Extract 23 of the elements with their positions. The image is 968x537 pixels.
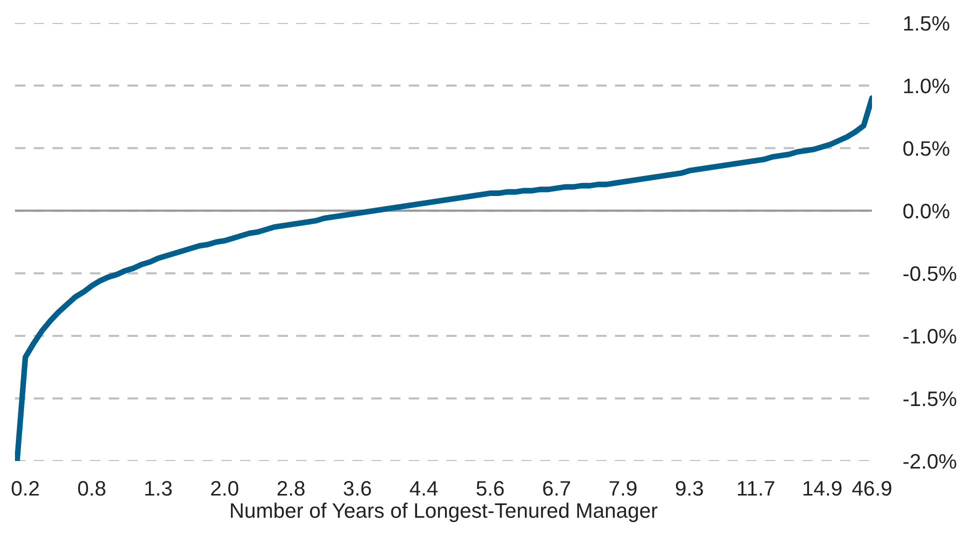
x-tick-label: 11.7 xyxy=(738,481,774,496)
y-tick-label: 0.0% xyxy=(903,204,950,218)
x-tick-label: 0.8 xyxy=(78,480,106,496)
x-tick-label: 46.9 xyxy=(852,480,892,496)
y-tick-label: -0.5% xyxy=(903,266,956,282)
y-tick-label: -1.5% xyxy=(903,392,956,406)
x-tick-label: 7.9 xyxy=(610,480,636,496)
x-tick-label: 9.3 xyxy=(676,480,703,496)
x-tick-label: 14.9 xyxy=(804,480,842,496)
x-tick-label: 5.6 xyxy=(476,480,504,496)
y-tick-label: 0.5% xyxy=(903,141,950,156)
x-tick-label: 6.7 xyxy=(543,480,570,496)
y-tick-label: 1.5% xyxy=(904,16,950,31)
x-tick-label: 1.3 xyxy=(145,480,172,496)
x-tick-label: 3.6 xyxy=(344,480,371,496)
x-tick-label: 2.0 xyxy=(211,480,238,496)
x-tick-label: 2.8 xyxy=(278,480,305,496)
y-tick-label: -1.0% xyxy=(903,328,956,344)
y-tick-label: -2.0% xyxy=(903,454,956,469)
x-axis-title: Number of Years of Longest-Tenured Manager xyxy=(230,502,658,522)
x-tick-label: 4.4 xyxy=(410,481,438,496)
y-tick-label: 1.0% xyxy=(904,78,950,94)
x-tick-label: 0.2 xyxy=(12,480,39,496)
